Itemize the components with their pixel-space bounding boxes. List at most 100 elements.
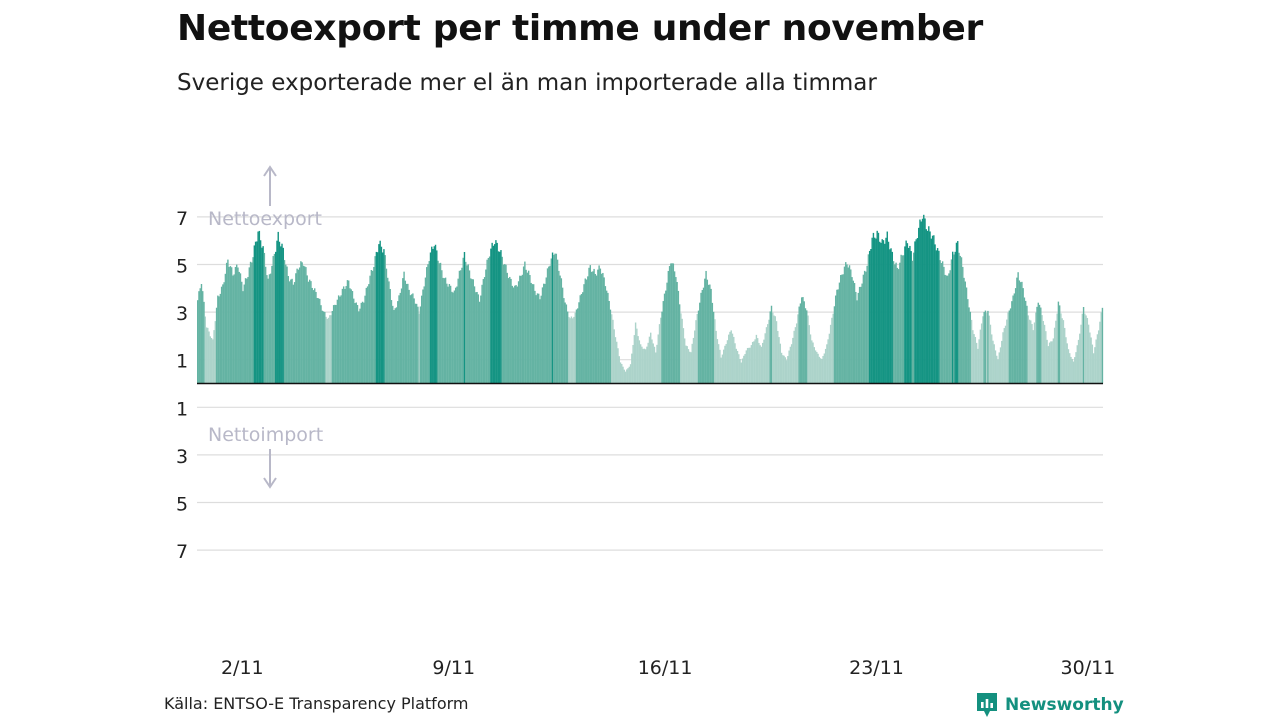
hour-bar	[617, 348, 619, 384]
hour-bar	[1024, 300, 1027, 384]
hour-bar	[996, 355, 998, 384]
hour-bar	[272, 256, 274, 384]
hour-bar	[395, 307, 398, 384]
hour-bar	[419, 306, 422, 384]
hour-bar	[1089, 332, 1091, 384]
hour-bar	[975, 342, 978, 384]
hour-bar	[1043, 324, 1046, 384]
chart-title: Nettoexport per timme under november	[177, 8, 983, 49]
hour-bar	[314, 288, 316, 384]
hour-bar	[205, 327, 208, 384]
hour-bar	[801, 297, 803, 384]
hour-bar	[987, 310, 989, 384]
hour-bar	[730, 330, 732, 384]
hour-bar	[636, 328, 638, 384]
hour-bar	[978, 339, 980, 384]
hour-bar	[651, 339, 653, 384]
hour-bar	[400, 288, 403, 384]
hour-bar	[819, 358, 822, 384]
hour-bar	[242, 291, 244, 384]
hour-bar	[739, 359, 741, 384]
hour-bar	[1038, 304, 1041, 384]
hour-bar	[356, 304, 359, 384]
hour-bar	[538, 293, 540, 384]
hour-bar	[610, 314, 613, 384]
hour-bar	[673, 271, 676, 384]
hour-bar	[593, 268, 595, 384]
hour-bar	[1067, 349, 1070, 384]
hourly-bars	[197, 214, 1104, 384]
hour-bar	[373, 266, 375, 384]
hour-bar	[483, 277, 486, 384]
hour-bar	[350, 289, 352, 384]
hour-bar	[706, 279, 709, 384]
y-tick-label: 1	[176, 398, 188, 420]
hour-bar	[269, 273, 272, 384]
hour-bar	[980, 323, 983, 384]
hour-bar	[324, 312, 326, 384]
hour-bar	[389, 288, 391, 384]
hour-bar	[524, 261, 526, 384]
hour-bar	[944, 274, 946, 384]
hour-bar	[848, 265, 851, 384]
hour-bar	[590, 271, 593, 384]
hour-bar	[237, 267, 239, 384]
hour-bar	[803, 301, 805, 384]
hour-bar	[457, 278, 459, 384]
hour-bar	[972, 330, 974, 384]
hour-bar	[1019, 282, 1022, 384]
hour-bar	[749, 347, 751, 384]
hour-bar	[511, 285, 513, 384]
x-tick-label: 30/11	[1061, 657, 1116, 679]
hour-bar	[207, 327, 209, 384]
hour-bar	[663, 293, 666, 384]
hour-bar	[761, 342, 764, 384]
hour-bar	[521, 274, 524, 384]
hour-bar	[843, 266, 846, 384]
hour-bar	[463, 252, 466, 384]
hour-bar	[555, 253, 558, 384]
hour-bar	[861, 283, 863, 384]
hour-bar	[891, 251, 894, 384]
hour-bar	[248, 267, 250, 384]
chart-subtitle: Sverige exporterade mer el än man import…	[177, 70, 877, 96]
hour-bar	[276, 240, 278, 384]
hour-bar	[675, 277, 677, 384]
hour-bar	[813, 347, 815, 384]
hour-bar	[465, 261, 467, 384]
hour-bar	[982, 316, 984, 384]
hour-bar	[763, 339, 765, 384]
hour-bar	[1080, 324, 1082, 384]
hour-bar	[731, 333, 734, 384]
hour-bar	[840, 275, 842, 384]
hour-bar	[616, 341, 618, 384]
hour-bar	[734, 343, 736, 384]
hour-bar	[870, 249, 872, 384]
hour-bar	[957, 241, 959, 384]
hour-bar	[954, 251, 956, 384]
hour-bar	[370, 270, 373, 384]
y-tick-label: 5	[176, 494, 188, 516]
hour-bar	[1079, 333, 1081, 384]
hour-bar	[1096, 334, 1099, 384]
hour-bar	[745, 350, 748, 384]
hour-bar	[490, 248, 492, 384]
hour-bar	[379, 240, 381, 384]
hour-bar	[692, 337, 695, 384]
brand[interactable]: Newsworthy	[976, 692, 1124, 718]
hour-bar	[639, 344, 642, 384]
hour-bar	[1037, 302, 1039, 384]
hour-bar	[486, 259, 488, 384]
hour-bar	[1070, 356, 1072, 384]
hour-bar	[385, 268, 388, 384]
hour-bar	[775, 321, 778, 384]
hour-bar	[750, 345, 753, 384]
hour-bar	[1035, 312, 1037, 384]
hour-bar	[999, 347, 1002, 384]
hour-bar	[592, 271, 594, 384]
hour-bar	[243, 284, 245, 384]
hour-bar	[546, 268, 549, 384]
hour-bar	[399, 292, 401, 384]
hour-bar	[497, 251, 500, 384]
hour-bar	[902, 255, 905, 384]
